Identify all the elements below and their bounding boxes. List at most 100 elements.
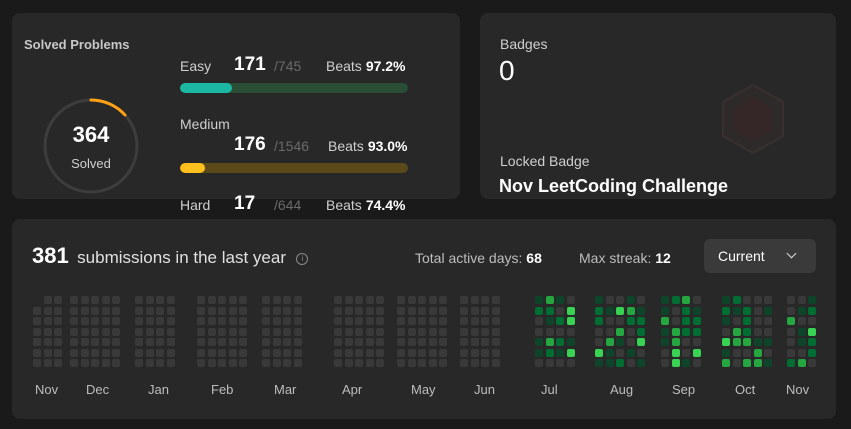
heatmap-cell[interactable] <box>135 327 143 336</box>
heatmap-cell[interactable] <box>43 359 52 367</box>
heatmap-cell[interactable] <box>376 317 384 325</box>
heatmap-cell[interactable] <box>293 296 302 304</box>
heatmap-cell[interactable] <box>334 296 342 304</box>
heatmap-cell[interactable] <box>112 359 120 367</box>
heatmap-cell[interactable] <box>428 359 437 367</box>
heatmap-cell[interactable] <box>428 348 437 357</box>
heatmap-cell[interactable] <box>101 317 110 325</box>
heatmap-cell[interactable] <box>293 317 302 325</box>
heatmap-cell[interactable] <box>661 338 669 346</box>
heatmap-cell[interactable] <box>197 338 205 346</box>
heatmap-cell[interactable] <box>54 296 62 304</box>
heatmap-cell[interactable] <box>407 327 416 336</box>
heatmap-cell[interactable] <box>334 338 342 346</box>
heatmap-cell[interactable] <box>112 327 120 336</box>
heatmap-cell[interactable] <box>545 348 554 357</box>
heatmap-cell[interactable] <box>91 317 99 325</box>
heatmap-cell[interactable] <box>556 296 564 304</box>
heatmap-cell[interactable] <box>616 338 624 346</box>
heatmap-cell[interactable] <box>365 348 374 357</box>
heatmap-cell[interactable] <box>228 359 237 367</box>
heatmap-cell[interactable] <box>334 317 342 325</box>
heatmap-cell[interactable] <box>156 317 164 325</box>
heatmap-cell[interactable] <box>439 296 447 304</box>
heatmap-cell[interactable] <box>376 359 384 367</box>
heatmap-cell[interactable] <box>787 327 795 336</box>
heatmap-cell[interactable] <box>671 317 680 325</box>
heatmap-cell[interactable] <box>787 296 795 304</box>
heatmap-cell[interactable] <box>272 317 281 325</box>
heatmap-cell[interactable] <box>626 296 635 304</box>
heatmap-cell[interactable] <box>692 306 701 315</box>
heatmap-cell[interactable] <box>605 327 614 336</box>
heatmap-cell[interactable] <box>722 338 730 346</box>
heatmap-cell[interactable] <box>661 317 669 325</box>
heatmap-cell[interactable] <box>797 296 806 304</box>
heatmap-cell[interactable] <box>764 359 772 367</box>
heatmap-cell[interactable] <box>595 338 603 346</box>
heatmap-cell[interactable] <box>228 338 237 346</box>
heatmap-cell[interactable] <box>407 359 416 367</box>
heatmap-cell[interactable] <box>43 348 52 357</box>
heatmap-cell[interactable] <box>605 338 614 346</box>
heatmap-cell[interactable] <box>595 306 603 315</box>
heatmap-cell[interactable] <box>535 359 543 367</box>
heatmap-cell[interactable] <box>239 359 247 367</box>
heatmap-cell[interactable] <box>135 296 143 304</box>
heatmap-cell[interactable] <box>743 317 751 325</box>
heatmap-cell[interactable] <box>637 359 645 367</box>
heatmap-cell[interactable] <box>207 296 216 304</box>
heatmap-cell[interactable] <box>156 338 164 346</box>
heatmap-cell[interactable] <box>156 296 164 304</box>
heatmap-cell[interactable] <box>156 306 164 315</box>
heatmap-cell[interactable] <box>470 317 479 325</box>
heatmap-cell[interactable] <box>397 317 405 325</box>
heatmap-cell[interactable] <box>365 306 374 315</box>
heatmap-cell[interactable] <box>283 359 291 367</box>
heatmap-cell[interactable] <box>682 296 690 304</box>
heatmap-cell[interactable] <box>344 359 353 367</box>
heatmap-cell[interactable] <box>135 317 143 325</box>
heatmap-cell[interactable] <box>637 317 645 325</box>
heatmap-cell[interactable] <box>470 327 479 336</box>
heatmap-cell[interactable] <box>197 359 205 367</box>
heatmap-cell[interactable] <box>605 306 614 315</box>
heatmap-cell[interactable] <box>661 348 669 357</box>
heatmap-cell[interactable] <box>722 296 730 304</box>
heatmap-cell[interactable] <box>787 348 795 357</box>
heatmap-cell[interactable] <box>239 317 247 325</box>
heatmap-cell[interactable] <box>54 317 62 325</box>
heatmap-cell[interactable] <box>207 348 216 357</box>
heatmap-cell[interactable] <box>228 327 237 336</box>
heatmap-cell[interactable] <box>671 327 680 336</box>
heatmap-cell[interactable] <box>293 327 302 336</box>
heatmap-cell[interactable] <box>101 327 110 336</box>
heatmap-cell[interactable] <box>764 348 772 357</box>
heatmap-cell[interactable] <box>43 306 52 315</box>
heatmap-cell[interactable] <box>566 296 575 304</box>
heatmap-cell[interactable] <box>545 296 554 304</box>
heatmap-cell[interactable] <box>376 338 384 346</box>
heatmap-cell[interactable] <box>397 306 405 315</box>
heatmap-cell[interactable] <box>743 348 751 357</box>
heatmap-cell[interactable] <box>218 327 226 336</box>
heatmap-cell[interactable] <box>545 338 554 346</box>
heatmap-cell[interactable] <box>616 359 624 367</box>
heatmap-cell[interactable] <box>545 317 554 325</box>
heatmap-cell[interactable] <box>239 306 247 315</box>
heatmap-cell[interactable] <box>334 327 342 336</box>
heatmap-cell[interactable] <box>91 327 99 336</box>
heatmap-cell[interactable] <box>595 359 603 367</box>
heatmap-cell[interactable] <box>207 359 216 367</box>
heatmap-cell[interactable] <box>218 348 226 357</box>
heatmap-cell[interactable] <box>145 338 154 346</box>
heatmap-cell[interactable] <box>197 296 205 304</box>
heatmap-cell[interactable] <box>470 306 479 315</box>
badges-card[interactable]: Badges 0 Locked Badge Nov LeetCoding Cha… <box>480 13 836 199</box>
heatmap-cell[interactable] <box>166 317 175 325</box>
heatmap-cell[interactable] <box>732 296 741 304</box>
heatmap-cell[interactable] <box>112 306 120 315</box>
heatmap-cell[interactable] <box>397 348 405 357</box>
heatmap-cell[interactable] <box>418 327 426 336</box>
heatmap-cell[interactable] <box>70 348 78 357</box>
